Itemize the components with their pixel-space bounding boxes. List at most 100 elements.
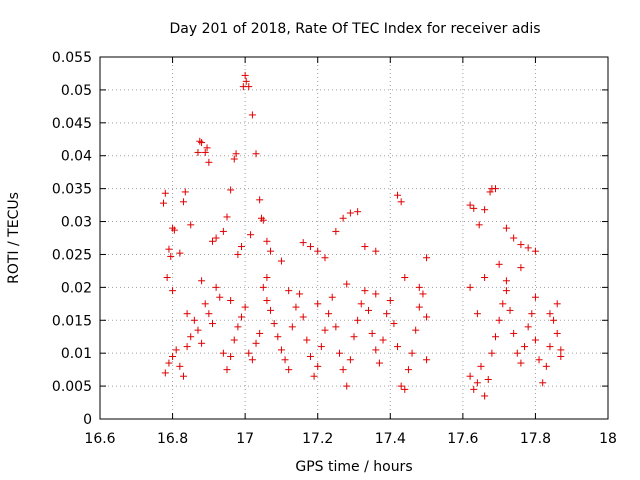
data-point: [160, 199, 167, 207]
data-point: [346, 356, 354, 364]
data-point: [292, 303, 300, 311]
data-point: [259, 216, 267, 224]
data-point: [212, 283, 220, 291]
data-point: [242, 77, 250, 85]
data-point: [386, 297, 394, 305]
data-point: [473, 310, 481, 318]
data-point: [513, 349, 521, 357]
x-axis-label: GPS time / hours: [295, 459, 412, 475]
data-point: [415, 283, 423, 291]
x-tick-label: 18: [599, 431, 617, 447]
data-point: [475, 221, 483, 229]
data-point: [248, 356, 256, 364]
data-point: [256, 196, 264, 204]
data-point: [521, 343, 529, 351]
data-point: [325, 310, 333, 318]
data-point: [401, 385, 409, 393]
x-tick-label: 17: [236, 431, 254, 447]
data-point: [335, 349, 343, 357]
data-point: [408, 349, 416, 357]
data-point: [194, 148, 202, 156]
data-point: [492, 333, 500, 341]
data-point: [546, 310, 554, 318]
data-point: [161, 369, 169, 377]
data-point: [196, 137, 204, 145]
data-point: [245, 349, 253, 357]
data-point: [557, 346, 565, 354]
data-point: [170, 226, 178, 234]
x-tick-label: 17.2: [302, 431, 333, 447]
data-point: [357, 300, 365, 308]
data-point: [263, 237, 271, 245]
data-point: [247, 231, 255, 239]
data-point: [179, 372, 187, 380]
data-point: [506, 306, 514, 314]
data-point: [183, 343, 191, 351]
data-point: [256, 329, 264, 337]
data-point: [502, 224, 510, 232]
data-point: [252, 150, 260, 158]
data-point: [205, 158, 213, 166]
data-point: [502, 287, 510, 295]
data-point: [219, 349, 227, 357]
data-point: [163, 273, 171, 281]
data-point: [306, 352, 314, 360]
data-point: [481, 273, 489, 281]
y-tick-label: 0.05: [61, 83, 92, 99]
data-point: [205, 310, 213, 318]
data-point: [227, 186, 235, 194]
data-point: [238, 243, 246, 251]
data-point: [343, 382, 351, 390]
data-point: [281, 356, 289, 364]
data-point: [321, 326, 329, 334]
data-point: [169, 352, 177, 360]
data-points: [160, 71, 565, 400]
data-point: [303, 336, 311, 344]
data-point: [288, 323, 296, 331]
data-point: [346, 209, 354, 217]
data-point: [277, 257, 285, 265]
data-point: [267, 247, 275, 255]
data-point: [267, 306, 275, 314]
data-point: [317, 343, 325, 351]
data-point: [343, 280, 351, 288]
data-point: [470, 204, 478, 212]
data-point: [190, 316, 198, 324]
data-point: [227, 352, 235, 360]
data-point: [524, 244, 532, 252]
data-point: [404, 366, 412, 374]
data-point: [198, 339, 206, 347]
data-point: [328, 293, 336, 301]
data-point: [208, 237, 216, 245]
data-point: [550, 316, 558, 324]
data-point: [423, 254, 431, 262]
y-tick-label: 0.035: [52, 182, 92, 198]
data-point: [473, 379, 481, 387]
data-point: [517, 359, 525, 367]
data-point: [481, 206, 489, 214]
data-point: [306, 243, 314, 251]
data-point: [194, 326, 202, 334]
data-point: [383, 310, 391, 318]
x-tick-label: 17.8: [520, 431, 551, 447]
data-point: [263, 273, 271, 281]
data-point: [510, 234, 518, 242]
data-point: [423, 356, 431, 364]
data-point: [354, 208, 362, 216]
data-point: [245, 83, 253, 91]
data-point: [234, 250, 242, 258]
data-point: [223, 366, 231, 374]
data-point: [198, 139, 206, 147]
data-point: [394, 191, 402, 199]
data-point: [314, 247, 322, 255]
y-tick-label: 0.02: [61, 280, 92, 296]
y-tick-labels: 0 0.005 0.01 0.015 0.02 0.025 0.03 0.035 0.04 0.0…: [52, 50, 92, 428]
data-point: [477, 362, 485, 370]
data-point: [495, 260, 503, 268]
data-point: [198, 277, 206, 285]
data-point: [466, 201, 474, 209]
data-point: [524, 323, 532, 331]
data-point: [181, 188, 189, 196]
data-point: [510, 329, 518, 337]
